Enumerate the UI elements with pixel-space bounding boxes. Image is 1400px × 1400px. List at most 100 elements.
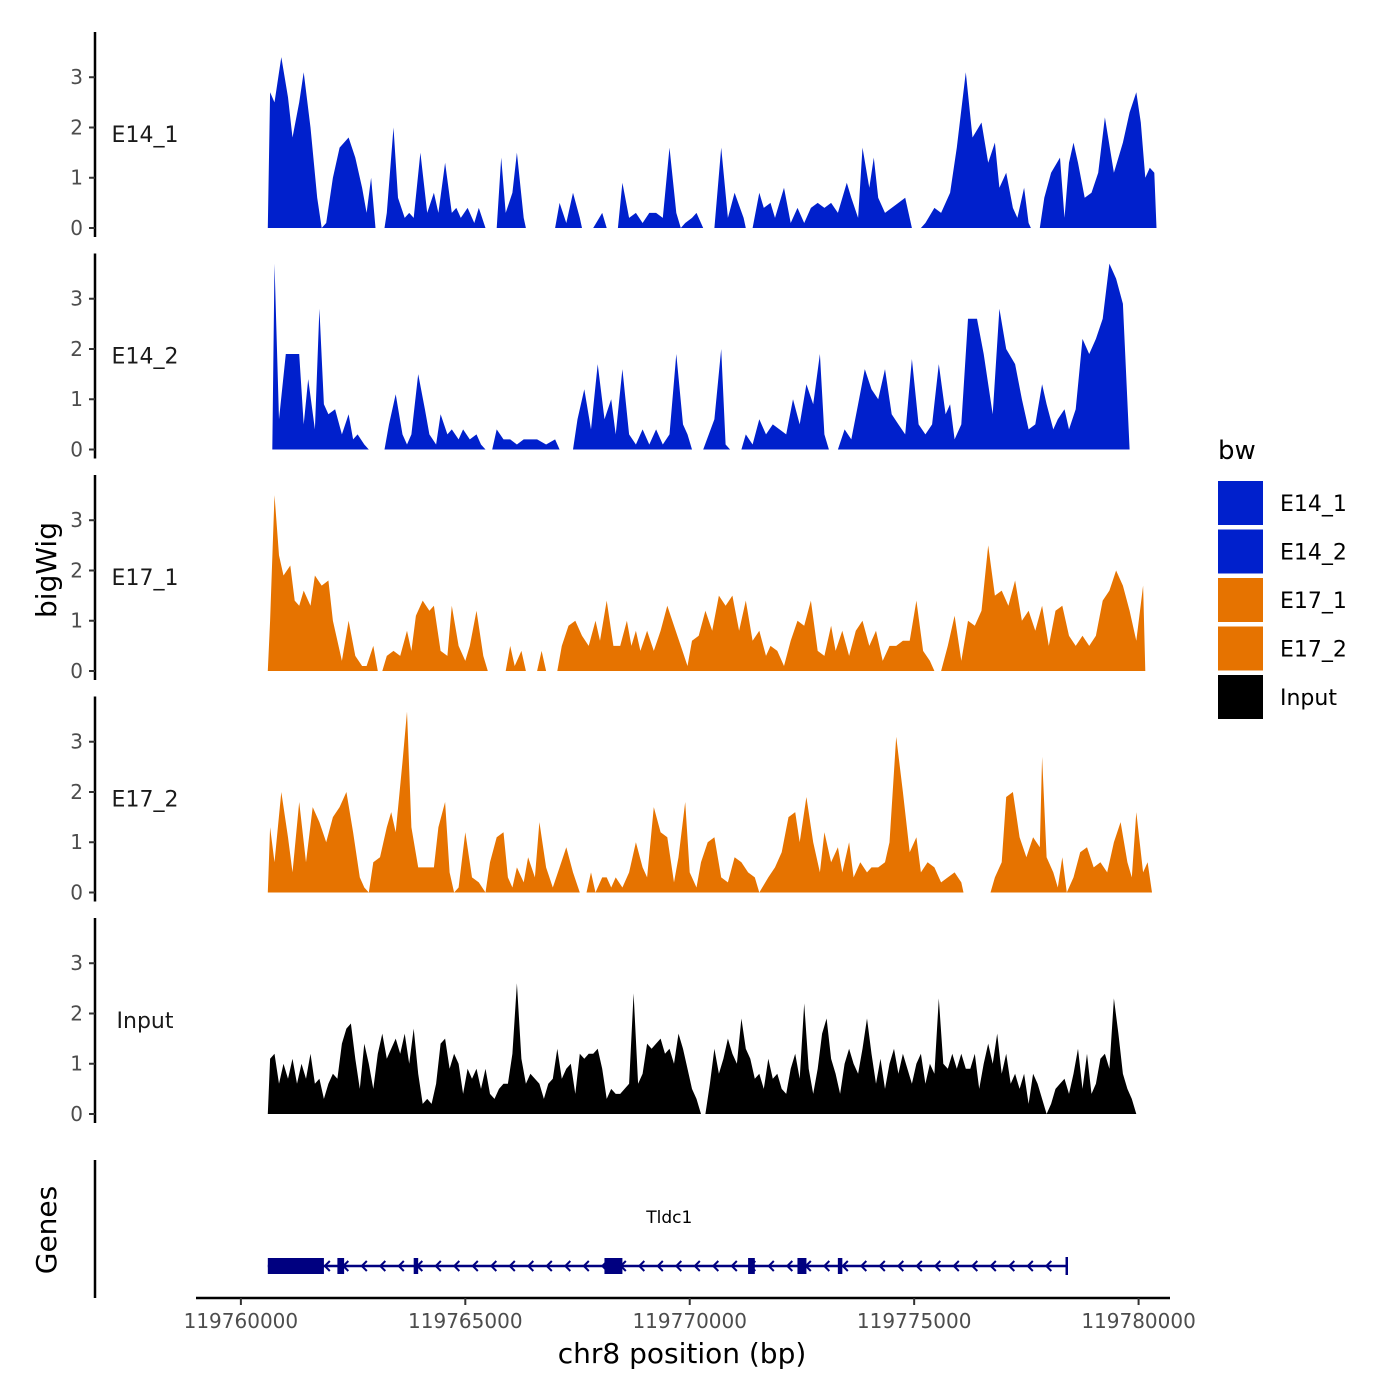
strand-arrow [989,1260,997,1272]
x-axis: 119760000 119765000 119770000 119775000 1197… [184,1296,1196,1333]
x-tick-label: 119765000 [408,1309,523,1333]
y-tick-label: 1 [70,609,83,633]
gene-exon [797,1258,807,1274]
y-tick-label: 1 [70,1052,83,1076]
strand-arrow [508,1260,516,1272]
strand-arrow [896,1260,905,1272]
legend-swatch-E14_1 [1218,481,1263,525]
track-E14_2: 0 1 2 3 E14_2 [70,253,1130,462]
x-tick-label: 119775000 [857,1309,972,1333]
strand-arrow [785,1260,794,1272]
strand-arrow [489,1260,498,1272]
strand-arrow [582,1260,590,1272]
x-axis-title: chr8 position (bp) [558,1337,807,1370]
gene-exon [748,1258,755,1274]
y-tick-label: 0 [70,659,83,683]
gene-track: Tldc1 [93,1160,1069,1298]
legend-swatch-E14_2 [1218,529,1263,574]
track-label-E17_2: E17_2 [112,788,179,813]
track-label-E14_1: E14_1 [112,123,179,148]
track-E17_2: 0 1 2 3 E17_2 [70,696,1152,905]
y-tick-label: 2 [70,558,83,582]
track-E14_1: 0 1 2 3 E14_1 [70,32,1157,240]
gene-exon [837,1258,843,1274]
strand-arrow [674,1260,683,1272]
strand-arrow [545,1260,553,1272]
y-tick-label: 0 [70,1102,83,1126]
coverage-tracks: 0 1 2 3 E14_1 0 1 2 3 E14_2 0 1 2 3 E17_1 0 1 2 3 E17_2 0 1 2 3… [70,32,1157,1126]
y-tick-label: 0 [70,216,83,240]
genes-axis-title: Genes [30,1186,63,1274]
coverage-area-E17_1 [267,495,1146,671]
strand-arrow [822,1260,831,1272]
strand-arrow [637,1260,646,1272]
y-tick-label: 2 [70,115,83,139]
y-tick-label: 2 [70,337,83,361]
track-label-E14_2: E14_2 [112,345,179,370]
x-tick-label: 119780000 [1081,1309,1196,1333]
y-axis-title: bigWig [30,522,63,618]
strand-arrow [563,1260,572,1272]
track-label-Input: Input [117,1009,174,1034]
legend-label-E14_2: E14_2 [1280,541,1347,566]
gene-name-label: Tldc1 [645,1208,692,1228]
strand-arrow [360,1260,368,1272]
y-tick-label: 1 [70,166,83,190]
y-tick-label: 0 [70,881,83,905]
strand-arrow [323,1260,331,1272]
strand-arrow [933,1260,942,1272]
legend-label-E17_1: E17_1 [1280,589,1347,614]
y-tick-label: 0 [70,438,83,462]
y-tick-label: 2 [70,780,83,804]
legend-title: bw [1218,436,1256,466]
gene-exon [267,1258,324,1274]
strand-arrow [915,1260,923,1272]
strand-arrow [378,1260,387,1272]
gene-exon [413,1258,419,1274]
gene-exon [604,1258,623,1274]
coverage-area-E17_2 [267,711,1152,893]
strand-arrow [471,1260,479,1272]
strand-arrow [952,1260,960,1272]
strand-arrow [841,1260,849,1272]
gene-exon [337,1258,345,1274]
strand-arrow [711,1260,720,1272]
y-tick-label: 3 [70,287,83,311]
x-tick-label: 119770000 [632,1309,747,1333]
x-tick-label: 119760000 [184,1309,299,1333]
y-tick-label: 1 [70,387,83,411]
legend-label-Input: Input [1280,686,1337,711]
y-tick-label: 3 [70,65,83,89]
y-tick-label: 3 [70,730,83,754]
strand-arrow [859,1260,868,1272]
legend-swatch-E17_1 [1218,578,1263,622]
y-tick-label: 1 [70,830,83,854]
legend-swatch-E17_2 [1218,626,1263,671]
strand-arrow [452,1260,461,1272]
strand-arrow [767,1260,775,1272]
strand-arrow [1044,1260,1053,1272]
track-E17_1: 0 1 2 3 E17_1 [70,475,1146,683]
strand-arrow [434,1260,442,1272]
strand-arrow [1007,1260,1016,1272]
strand-arrow [397,1260,405,1272]
legend: bw E14_1 E14_2 E17_1 E17_2 Input [1218,436,1347,719]
coverage-area-E14_1 [267,57,1157,228]
strand-arrow [878,1260,886,1272]
legend-label-E14_1: E14_1 [1280,492,1347,517]
track-Input: 0 1 2 3 Input [70,918,1137,1126]
coverage-area-E14_2 [272,263,1130,450]
legend-swatch-Input [1218,675,1263,719]
strand-arrow [970,1260,979,1272]
y-tick-label: 3 [70,951,83,975]
y-tick-label: 2 [70,1001,83,1025]
strand-arrow [1026,1260,1034,1272]
y-tick-label: 3 [70,508,83,532]
strand-arrow [730,1260,738,1272]
strand-arrow [693,1260,701,1272]
legend-label-E17_2: E17_2 [1280,638,1347,663]
strand-arrow [526,1260,535,1272]
strand-arrow [656,1260,664,1272]
track-label-E17_1: E17_1 [112,566,179,591]
